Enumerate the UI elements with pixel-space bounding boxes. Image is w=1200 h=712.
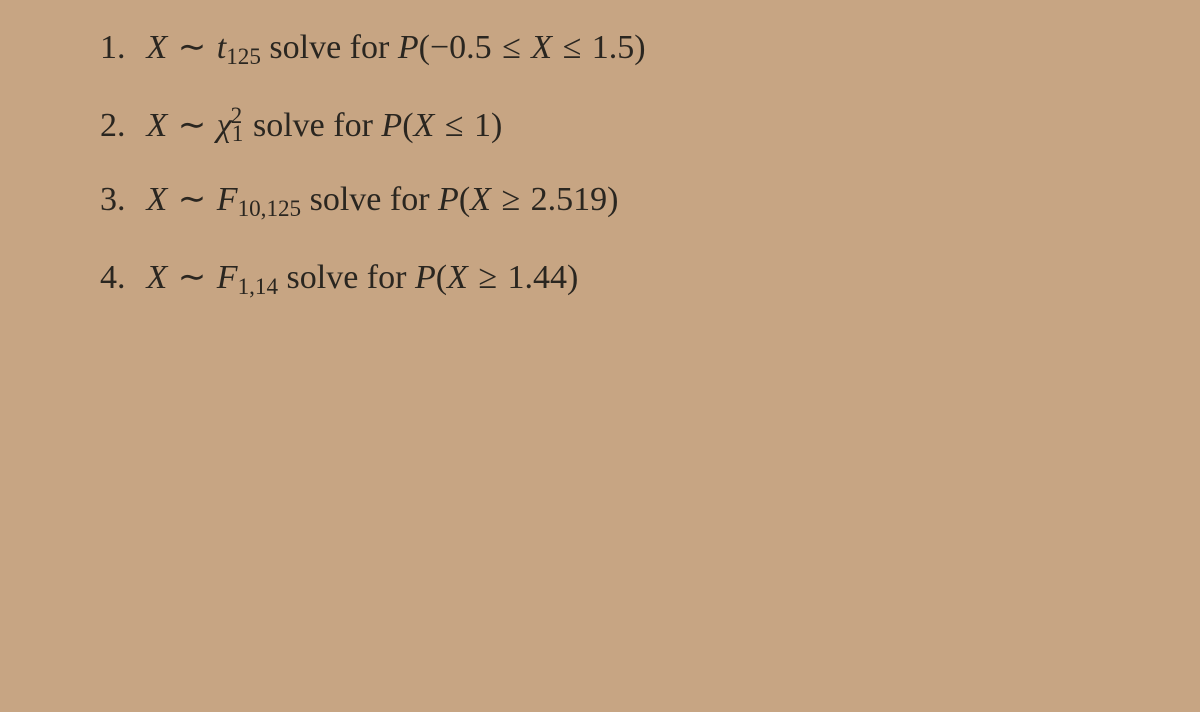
probability-P: P [398,29,419,66]
problem-number: 2. [100,106,138,147]
close-paren: ) [491,107,502,144]
probability-P: P [415,259,436,296]
relation-le: ≤ [500,29,523,66]
random-variable: X [147,107,168,144]
chi-letter: χ [217,107,232,144]
solve-for-text: solve for [310,181,430,218]
close-paren: ) [634,29,645,66]
mid-variable: X [470,181,491,218]
problem-number: 3. [100,180,138,221]
page-content: 1. X ∼ t125 solve for P(−0.5 ≤ X ≤ 1.5) … [0,0,1200,301]
mid-variable: X [447,259,468,296]
relation-le: ≤ [443,107,466,144]
mid-variable: X [531,29,552,66]
probability-P: P [381,107,402,144]
dist-letter: t [217,29,226,66]
random-variable: X [147,181,168,218]
probability-P: P [438,181,459,218]
close-paren: ) [567,259,578,296]
solve-for-text: solve for [269,29,389,66]
rhs-value: 1 [474,107,491,144]
relation-ge: ≥ [499,181,522,218]
solve-for-text: solve for [253,107,373,144]
problem-4: 4. X ∼ F1,14 solve for P(X ≥ 1.44) [100,258,1120,302]
rhs-value: 1.44 [508,259,568,296]
relation-ge: ≥ [476,259,499,296]
relation-le: ≤ [561,29,584,66]
problem-3: 3. X ∼ F10,125 solve for P(X ≥ 2.519) [100,180,1120,224]
rhs-value: 1.5 [592,29,635,66]
dist-letter: F [217,181,238,218]
open-paren: ( [436,259,447,296]
dist-letter: F [217,259,238,296]
close-paren: ) [607,181,618,218]
chi-superscript: 2 [231,103,243,129]
tilde: ∼ [176,29,209,66]
dist-subscript: 10,125 [238,196,302,222]
problem-2: 2. X ∼ χ12 solve for P(X ≤ 1) [100,106,1120,147]
open-paren: ( [419,29,430,66]
random-variable: X [147,29,168,66]
dist-subscript: 1,14 [238,274,278,300]
problem-number: 4. [100,258,138,299]
open-paren: ( [459,181,470,218]
dist-subscript: 125 [226,44,261,70]
solve-for-text: solve for [287,259,407,296]
tilde: ∼ [176,259,209,296]
problem-1: 1. X ∼ t125 solve for P(−0.5 ≤ X ≤ 1.5) [100,28,1120,72]
mid-variable: X [414,107,435,144]
lhs-value: −0.5 [430,29,492,66]
open-paren: ( [402,107,413,144]
rhs-value: 2.519 [531,181,608,218]
tilde: ∼ [176,181,209,218]
random-variable: X [147,259,168,296]
tilde: ∼ [176,107,209,144]
problem-number: 1. [100,28,138,69]
